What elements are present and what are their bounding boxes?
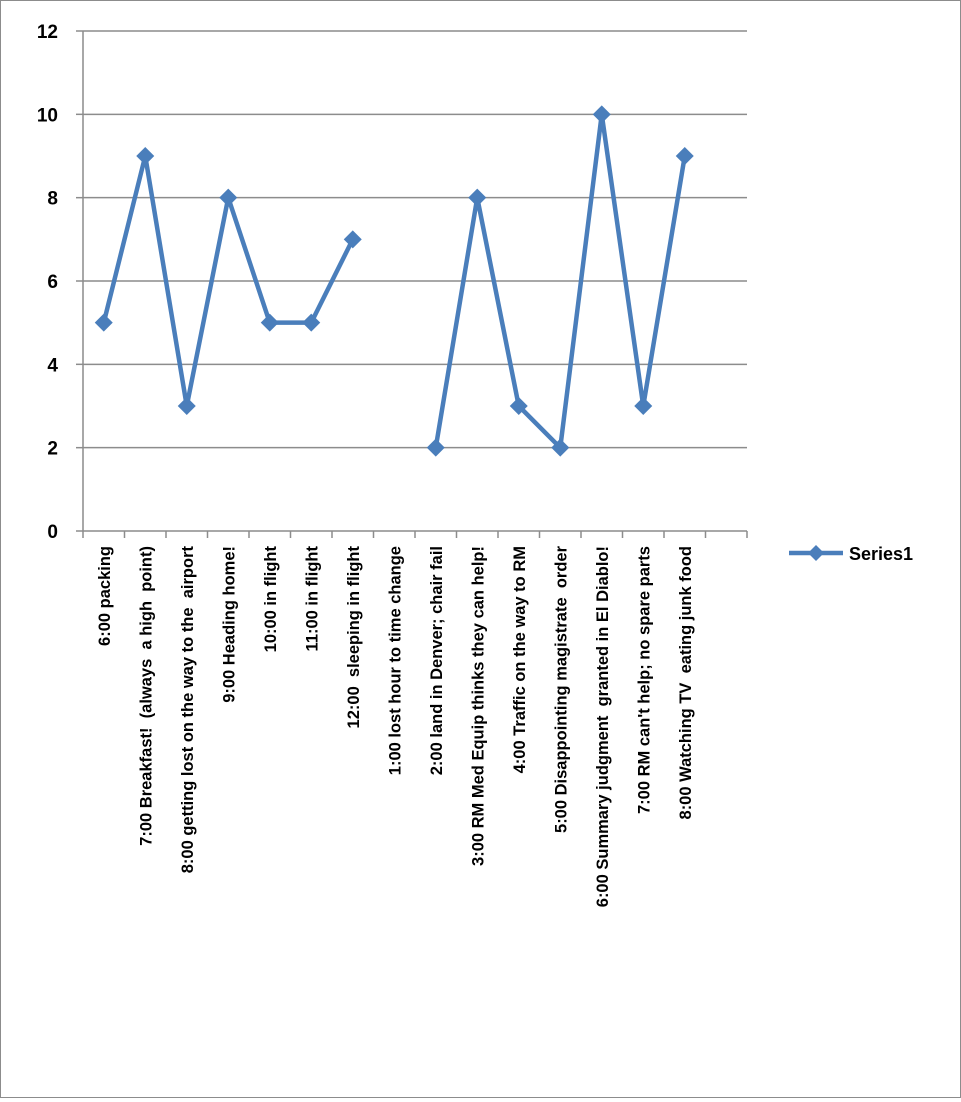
data-point-marker xyxy=(426,438,445,457)
x-tick-label: 10:00 in flight xyxy=(262,546,280,653)
legend-label: Series1 xyxy=(849,544,913,564)
y-axis-ticks: 0 2 4 6 8 10 12 xyxy=(37,22,83,543)
data-point-marker xyxy=(468,188,487,207)
x-tick-label: 8:00 getting lost on the way to the airp… xyxy=(179,545,197,873)
data-point-marker xyxy=(260,313,279,332)
data-point-marker xyxy=(551,438,570,457)
x-tick-label: 6:00 Summary judgment granted in El Diab… xyxy=(594,546,612,907)
x-tick-label: 9:00 Heading home! xyxy=(220,546,238,703)
series-group xyxy=(94,105,694,457)
y-tick-label: 10 xyxy=(37,105,58,126)
y-tick-label: 8 xyxy=(47,189,58,210)
legend: Series1 xyxy=(789,544,913,564)
x-tick-label: 7:00 RM can't help; no spare parts xyxy=(635,546,653,814)
x-tick-label: 1:00 lost hour to time change xyxy=(386,546,404,775)
data-point-marker xyxy=(592,105,611,124)
data-point-marker xyxy=(675,147,694,165)
data-point-marker xyxy=(177,397,196,415)
legend-marker-diamond xyxy=(808,545,824,561)
axes xyxy=(82,31,748,538)
x-tick-label: 8:00 Watching TV eating junk food xyxy=(677,546,695,819)
x-tick-label: 6:00 packing xyxy=(96,546,114,646)
y-tick-label: 12 xyxy=(37,22,58,43)
y-tick-label: 4 xyxy=(47,355,58,376)
y-tick-label: 0 xyxy=(47,522,58,543)
x-tick-label: 2:00 land in Denver; chair fail xyxy=(428,546,446,775)
data-point-marker xyxy=(219,188,238,207)
y-tick-label: 6 xyxy=(47,272,58,293)
x-axis-labels: 6:00 packing 7:00 Breakfast! (always a hi… xyxy=(96,545,695,907)
x-tick-label: 4:00 Traffic on the way to RM xyxy=(511,546,529,773)
data-point-marker xyxy=(509,397,528,415)
y-tick-label: 2 xyxy=(47,439,58,460)
x-tick-label: 11:00 in flight xyxy=(303,545,321,651)
x-tick-label: 5:00 Disappointing magistrate order xyxy=(552,545,570,833)
data-point-marker xyxy=(343,230,362,249)
data-point-marker xyxy=(302,313,321,332)
data-point-marker xyxy=(136,147,155,165)
x-tick-label: 12:00 sleeping in flight xyxy=(345,545,363,728)
data-point-marker xyxy=(94,313,113,332)
x-tick-label: 7:00 Breakfast! (always a high point) xyxy=(137,546,155,846)
x-tick-label: 3:00 RM Med Equip thinks they can help! xyxy=(469,546,487,866)
data-point-marker xyxy=(634,397,653,415)
